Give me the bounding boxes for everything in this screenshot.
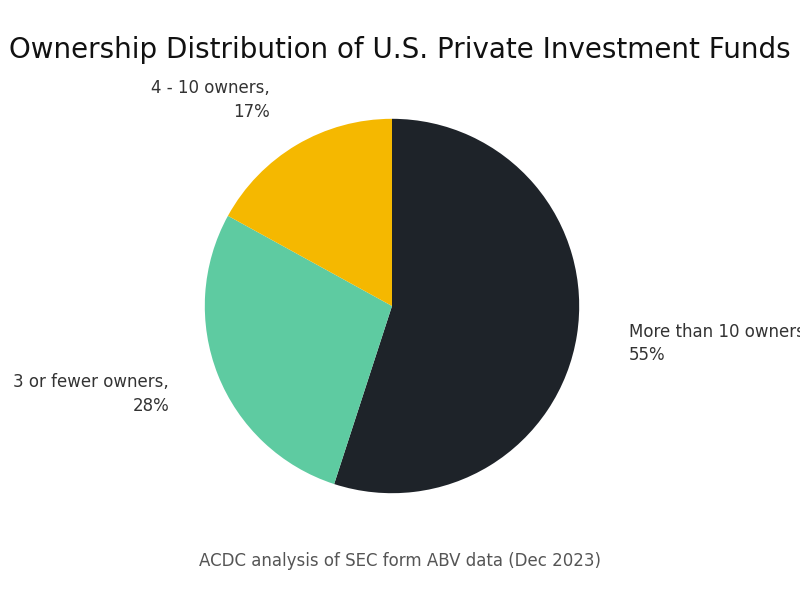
Text: 3 or fewer owners,
28%: 3 or fewer owners, 28% bbox=[14, 373, 170, 415]
Text: ACDC analysis of SEC form ABV data (Dec 2023): ACDC analysis of SEC form ABV data (Dec … bbox=[199, 552, 601, 570]
Wedge shape bbox=[228, 119, 392, 306]
Wedge shape bbox=[334, 119, 579, 493]
Text: Ownership Distribution of U.S. Private Investment Funds: Ownership Distribution of U.S. Private I… bbox=[9, 36, 791, 64]
Text: More than 10 owners,
55%: More than 10 owners, 55% bbox=[629, 323, 800, 364]
Text: 4 - 10 owners,
17%: 4 - 10 owners, 17% bbox=[151, 79, 270, 121]
Wedge shape bbox=[205, 216, 392, 484]
